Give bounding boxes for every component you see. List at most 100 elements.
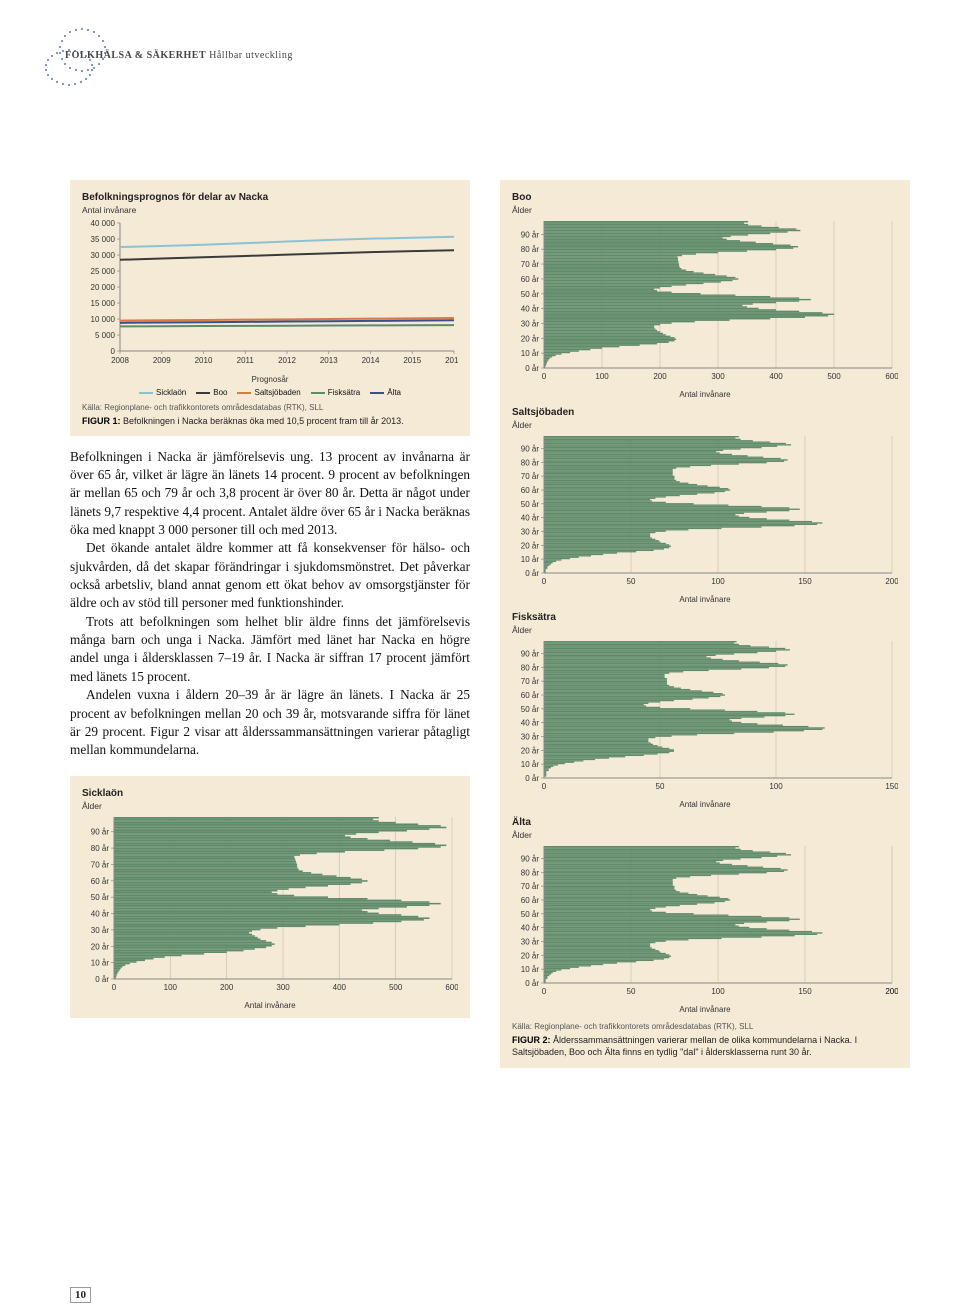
body-text: Befolkningen i Nacka är jämförelsevis un… [70, 448, 470, 760]
pyramid-alta-title: Älta [512, 817, 898, 828]
svg-text:50 år: 50 år [521, 290, 540, 299]
svg-text:30 år: 30 år [521, 527, 540, 536]
svg-text:20 år: 20 år [521, 746, 540, 755]
figur2-caption: FIGUR 2: Ålderssammansättningen varierar… [512, 1035, 898, 1058]
svg-text:100: 100 [164, 983, 178, 992]
svg-text:0: 0 [542, 372, 547, 381]
svg-text:0 år: 0 år [525, 774, 539, 783]
pyramid-boo: 010020030040050060090 år80 år70 år60 år5… [512, 219, 898, 384]
svg-text:40 000: 40 000 [91, 219, 116, 228]
svg-text:10 000: 10 000 [91, 315, 116, 324]
svg-text:40 år: 40 år [521, 514, 540, 523]
svg-text:90 år: 90 år [91, 827, 110, 836]
body-p1: Befolkningen i Nacka är jämförelsevis un… [70, 448, 470, 540]
svg-text:10 år: 10 år [91, 958, 110, 967]
pyramid-xlabel-fisk: Antal invånare [512, 800, 898, 809]
svg-text:70 år: 70 år [521, 677, 540, 686]
svg-text:30 år: 30 år [91, 925, 110, 934]
svg-text:0: 0 [542, 987, 547, 996]
pyramid-xlabel-salt: Antal invånare [512, 595, 898, 604]
pyramid-sicklaon-title: Sicklaön [82, 788, 458, 799]
svg-text:150: 150 [798, 577, 812, 586]
section-header-light: Hållbar utveckling [209, 50, 293, 61]
svg-text:70 år: 70 år [91, 860, 110, 869]
pyramid-fisksatra: 05010015090 år80 år70 år60 år50 år40 år3… [512, 639, 898, 794]
svg-text:60 år: 60 år [521, 275, 540, 284]
svg-text:10 år: 10 år [521, 965, 540, 974]
pyramid-ylabel-salt: Ålder [512, 420, 898, 430]
pyramid-xlabel-alta: Antal invånare [512, 1005, 898, 1014]
svg-text:20 år: 20 år [521, 951, 540, 960]
line-chart-title: Befolkningsprognos för delar av Nacka [82, 192, 458, 203]
line-chart-legend: SicklaönBooSaltsjöbadenFisksätraÄlta [82, 388, 458, 397]
svg-text:150: 150 [885, 782, 898, 791]
x-axis-label: Prognosår [82, 375, 458, 384]
svg-text:90 år: 90 år [521, 230, 540, 239]
legend-item: Sicklaön [139, 388, 186, 397]
svg-text:150: 150 [798, 987, 812, 996]
svg-text:600: 600 [885, 372, 898, 381]
svg-text:60 år: 60 år [521, 691, 540, 700]
pyramid-ylabel-fisk: Ålder [512, 625, 898, 635]
body-p4: Andelen vuxna i åldern 20–39 år är lägre… [70, 686, 470, 759]
svg-text:25 000: 25 000 [91, 267, 116, 276]
pyramid-fisksatra-title: Fisksätra [512, 612, 898, 623]
body-p2: Det ökande antalet äldre kommer att få k… [70, 539, 470, 612]
svg-text:80 år: 80 år [521, 663, 540, 672]
svg-text:10 år: 10 år [521, 349, 540, 358]
svg-text:2009: 2009 [153, 356, 171, 365]
svg-text:60 år: 60 år [521, 486, 540, 495]
svg-text:200: 200 [885, 987, 898, 996]
svg-text:20 000: 20 000 [91, 283, 116, 292]
svg-text:0 år: 0 år [95, 975, 109, 984]
svg-text:50 år: 50 år [91, 893, 110, 902]
pyramid-sicklaon-box: Sicklaön Ålder 010020030040050060090 år8… [70, 776, 470, 1018]
source-line-1: Källa: Regionplane- och trafikkontorets … [82, 403, 458, 412]
svg-text:100: 100 [711, 987, 725, 996]
svg-text:100: 100 [769, 782, 783, 791]
pyramids-right-box: Boo Ålder 010020030040050060090 år80 år7… [500, 180, 910, 1068]
pyramid-sicklaon: 010020030040050060090 år80 år70 år60 år5… [82, 815, 458, 995]
svg-text:80 år: 80 år [521, 458, 540, 467]
svg-text:80 år: 80 år [91, 844, 110, 853]
svg-text:500: 500 [389, 983, 403, 992]
svg-text:30 år: 30 år [521, 937, 540, 946]
svg-text:0: 0 [111, 347, 116, 356]
legend-item: Älta [370, 388, 401, 397]
svg-text:0: 0 [112, 983, 117, 992]
svg-text:80 år: 80 år [521, 868, 540, 877]
pyramid-ylabel-alta: Ålder [512, 830, 898, 840]
svg-text:100: 100 [595, 372, 609, 381]
svg-text:90 år: 90 år [521, 444, 540, 453]
figur1-text: Befolkningen i Nacka beräknas öka med 10… [121, 416, 404, 426]
svg-text:100: 100 [711, 577, 725, 586]
svg-text:300: 300 [276, 983, 290, 992]
svg-text:2014: 2014 [362, 356, 380, 365]
svg-text:200: 200 [220, 983, 234, 992]
svg-text:30 år: 30 år [521, 319, 540, 328]
pyramid-xlabel-sicklaon: Antal invånare [82, 1001, 458, 1010]
svg-text:0: 0 [542, 782, 547, 791]
pyramid-ylabel-sicklaon: Ålder [82, 801, 458, 811]
svg-text:90 år: 90 år [521, 854, 540, 863]
svg-text:0 år: 0 år [525, 364, 539, 373]
svg-text:50: 50 [627, 987, 636, 996]
figur1-label: FIGUR 1: [82, 416, 121, 426]
svg-text:30 000: 30 000 [91, 251, 116, 260]
svg-text:200: 200 [653, 372, 667, 381]
svg-text:400: 400 [769, 372, 783, 381]
svg-text:20 år: 20 år [521, 334, 540, 343]
svg-text:60 år: 60 år [91, 876, 110, 885]
svg-text:60 år: 60 år [521, 896, 540, 905]
svg-text:50: 50 [656, 782, 665, 791]
section-header: FOLKHÄLSA & SÄKERHET Hållbar utveckling [65, 50, 293, 61]
pyramid-alta: 05010015020020090 år80 år70 år60 år50 år… [512, 844, 898, 999]
svg-text:50: 50 [627, 577, 636, 586]
svg-text:20 år: 20 år [91, 942, 110, 951]
svg-text:200: 200 [885, 577, 898, 586]
svg-text:400: 400 [333, 983, 347, 992]
svg-text:50 år: 50 år [521, 705, 540, 714]
svg-text:50 år: 50 år [521, 910, 540, 919]
svg-text:90 år: 90 år [521, 649, 540, 658]
body-p3: Trots att befolkningen som helhet blir ä… [70, 613, 470, 686]
